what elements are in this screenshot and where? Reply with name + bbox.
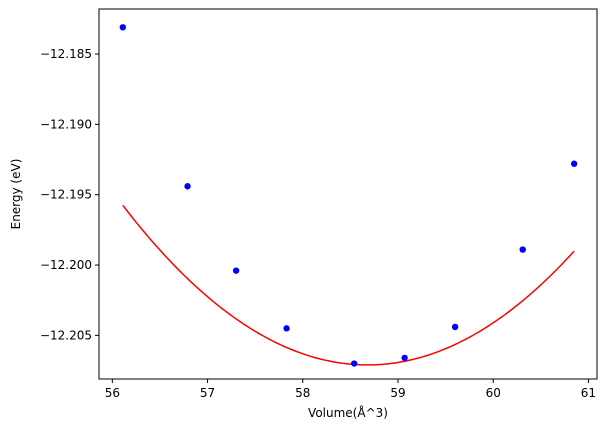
x-axis-label: Volume(Å^3) — [308, 405, 388, 420]
x-tick-label: 58 — [295, 386, 310, 400]
y-tick-label: −12.185 — [40, 47, 92, 61]
y-axis: −12.185 −12.190 −12.195 −12.200 −12.205 — [40, 47, 99, 342]
data-point — [519, 246, 526, 253]
axes-frame — [98, 8, 598, 380]
x-axis: 56 57 58 59 60 61 — [105, 379, 596, 400]
y-tick-label: −12.205 — [40, 328, 92, 342]
data-point — [119, 24, 127, 31]
data-point — [401, 354, 408, 362]
data-point — [451, 323, 459, 331]
plot-area — [119, 24, 578, 367]
fit-curve — [122, 204, 575, 366]
data-point — [350, 360, 358, 367]
y-tick-label: −12.190 — [40, 117, 92, 131]
y-tick-label: −12.200 — [40, 258, 92, 272]
x-tick-label: 61 — [581, 386, 596, 400]
data-point — [184, 183, 191, 190]
data-point — [570, 160, 578, 167]
data-point — [283, 325, 290, 332]
x-tick-label: 60 — [486, 386, 501, 400]
data-point — [232, 267, 240, 274]
x-tick-label: 57 — [200, 386, 215, 400]
y-axis-label: Energy (eV) — [9, 159, 23, 230]
x-tick-label: 56 — [105, 386, 120, 400]
y-tick-label: −12.195 — [40, 188, 92, 202]
x-tick-label: 59 — [390, 386, 405, 400]
